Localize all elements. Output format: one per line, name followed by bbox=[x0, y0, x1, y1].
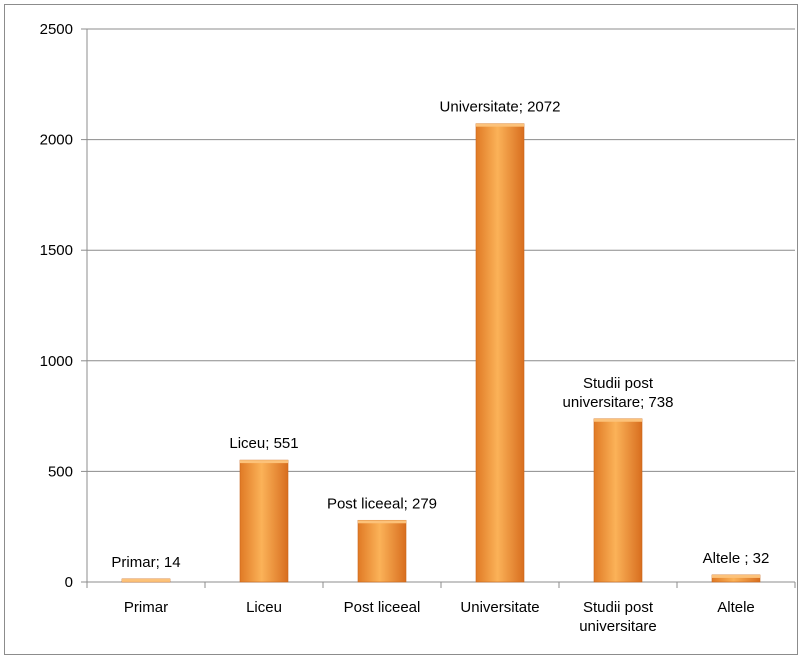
data-label: Studii post universitare; 738 bbox=[563, 375, 674, 411]
bar-top-highlight bbox=[594, 418, 642, 422]
bar-top-highlight bbox=[476, 123, 524, 127]
bar bbox=[239, 459, 289, 583]
axes: 0 500 1000 1500 2000 2500 Primar Liceu Post lice… bbox=[40, 21, 796, 635]
bar-top-highlight bbox=[240, 460, 288, 464]
y-tick-label: 1000 bbox=[40, 353, 73, 370]
bar-top-highlight bbox=[712, 574, 760, 578]
x-tick-label: Studii post universitare bbox=[579, 599, 657, 635]
x-tick-label: Primar bbox=[124, 599, 168, 616]
gridlines bbox=[87, 28, 795, 472]
data-label: Universitate; 2072 bbox=[440, 99, 561, 116]
chart-frame: 0 500 1000 1500 2000 2500 Primar Liceu Post lice… bbox=[4, 4, 798, 655]
y-tick-label: 2500 bbox=[40, 21, 73, 38]
bar-top-highlight bbox=[358, 520, 406, 524]
x-tick-label: Post liceeal bbox=[344, 599, 421, 616]
bar bbox=[357, 519, 407, 583]
bar-chart: 0 500 1000 1500 2000 2500 Primar Liceu Post lice… bbox=[40, 21, 796, 635]
y-tick-label: 1500 bbox=[40, 242, 73, 259]
x-tick-label: Universitate bbox=[460, 599, 539, 616]
bar bbox=[475, 123, 525, 583]
bars bbox=[121, 123, 761, 583]
y-tick-label: 0 bbox=[65, 574, 73, 591]
bar-top-highlight bbox=[122, 578, 170, 582]
data-label: Primar; 14 bbox=[111, 554, 180, 571]
bar bbox=[593, 418, 643, 583]
y-tick-label: 2000 bbox=[40, 132, 73, 149]
data-labels: Primar; 14 Liceu; 551 Post liceeal; 279 Uni… bbox=[111, 99, 769, 571]
x-tick-label: Altele bbox=[717, 599, 755, 616]
data-label: Liceu; 551 bbox=[229, 435, 298, 452]
data-label: Altele ; 32 bbox=[703, 550, 770, 567]
x-tick-label: Liceu bbox=[246, 599, 282, 616]
data-label: Post liceeal; 279 bbox=[327, 495, 437, 512]
y-tick-label: 500 bbox=[48, 463, 73, 480]
